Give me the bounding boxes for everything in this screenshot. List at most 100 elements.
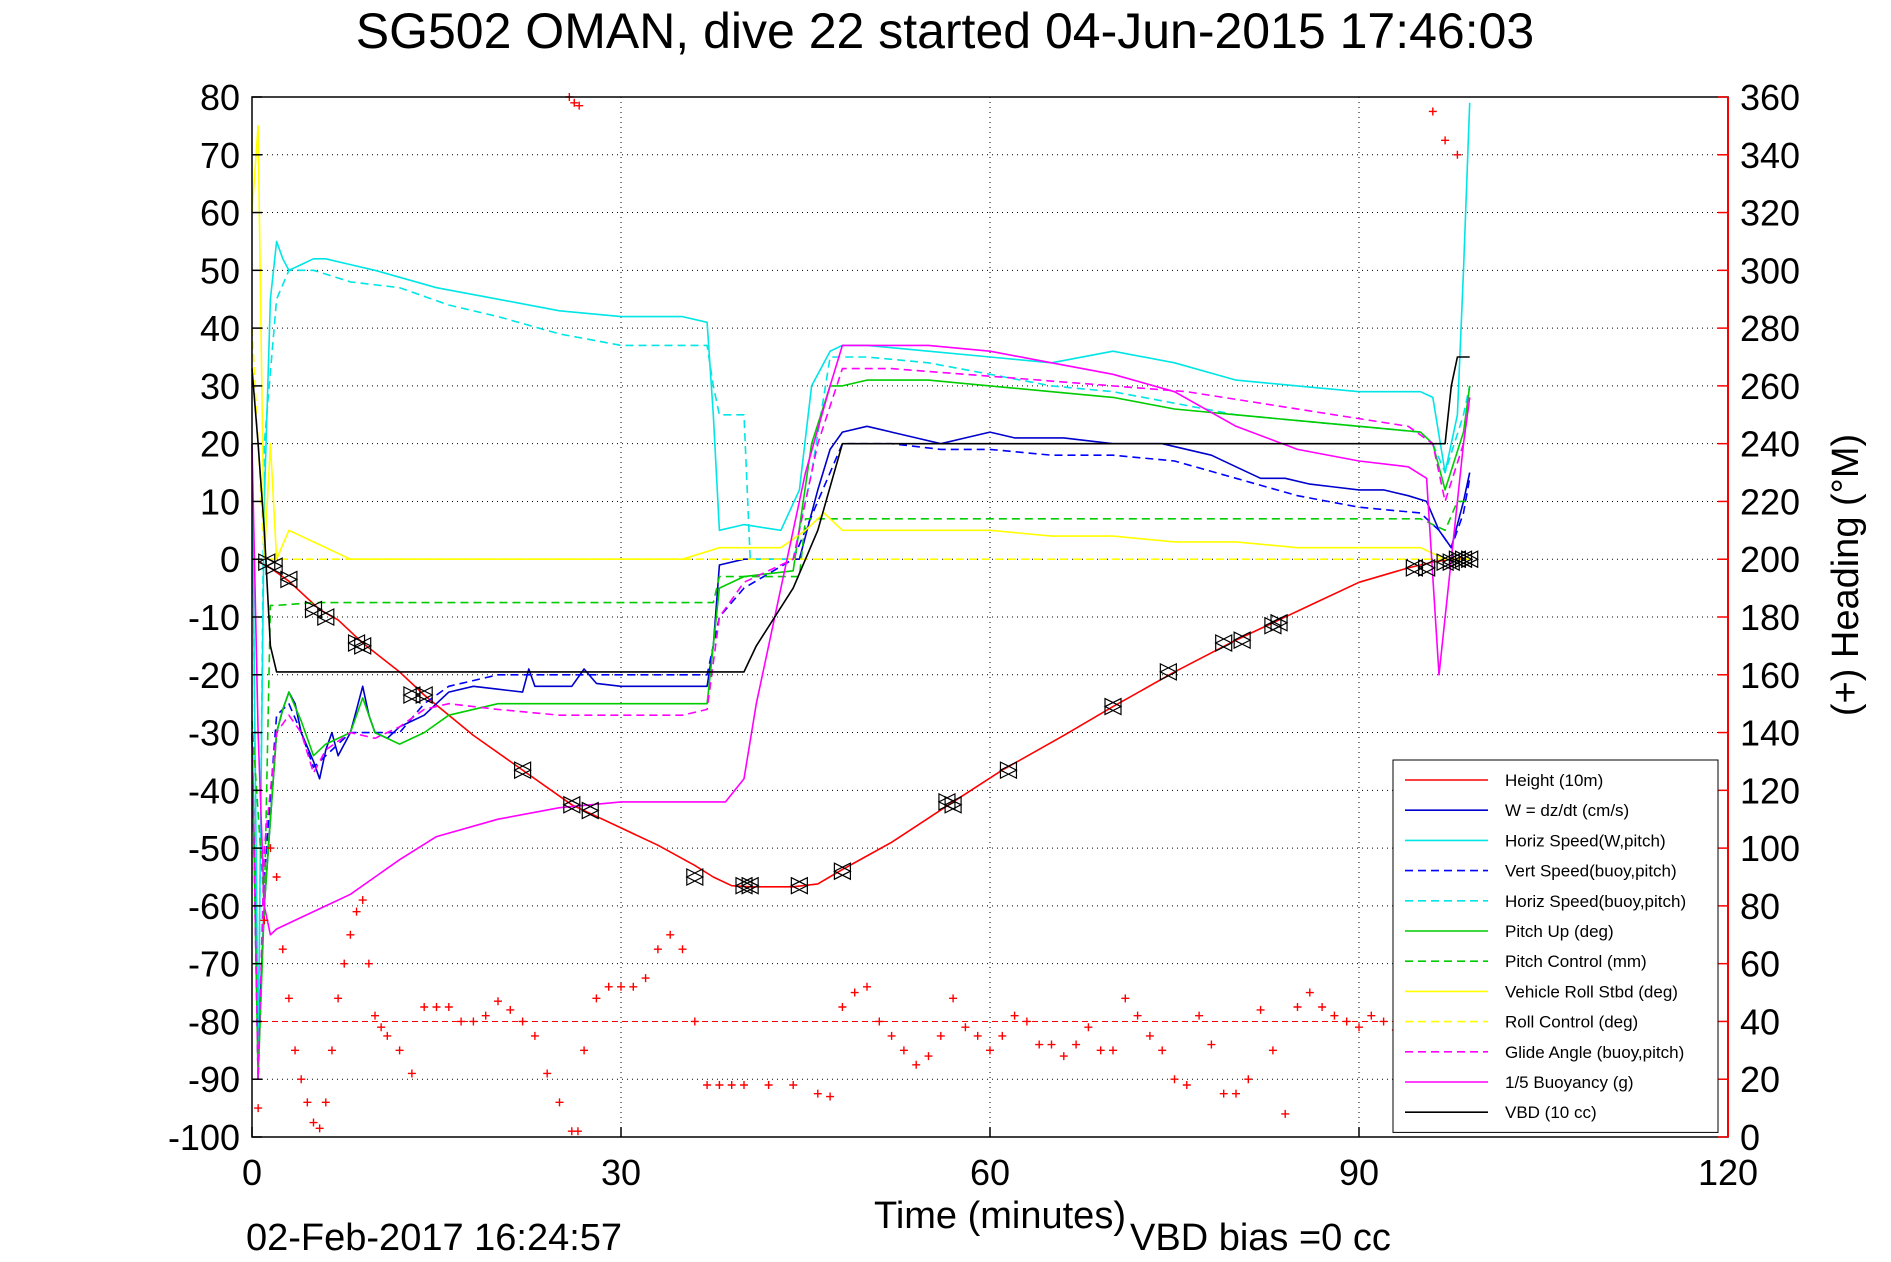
heading-point	[666, 930, 675, 939]
heading-point	[506, 1005, 515, 1014]
legend-label-6: Pitch Control (mm)	[1505, 952, 1647, 971]
waypoint-marker	[562, 795, 582, 814]
legend-label-10: 1/5 Buoyancy (g)	[1505, 1073, 1634, 1092]
series-line-0	[257, 557, 1464, 888]
right-tick-label: 20	[1740, 1059, 1780, 1100]
heading-point	[973, 1031, 982, 1040]
heading-point	[395, 1046, 404, 1055]
waypoint-marker	[304, 600, 323, 619]
waypoint-marker	[353, 636, 373, 655]
footer-timestamp: 02-Feb-2017 16:24:57	[246, 1217, 622, 1259]
right-tick-label: 0	[1740, 1117, 1760, 1158]
heading-point	[407, 1069, 416, 1078]
waypoint-marker	[1454, 550, 1473, 569]
waypoint-marker	[790, 876, 809, 895]
right-tick-label: 280	[1740, 308, 1800, 349]
heading-point	[1096, 1046, 1105, 1055]
waypoint-marker	[1435, 553, 1455, 572]
y-tick-label: -70	[188, 944, 240, 985]
heading-point	[570, 98, 579, 107]
series-line-7	[251, 125, 1470, 561]
heading-point	[1121, 994, 1130, 1003]
waypoint-marker	[734, 876, 754, 895]
y-tick-label: 80	[200, 77, 240, 118]
heading-point	[1035, 1040, 1044, 1049]
y-tick-label: -30	[188, 713, 240, 754]
heading-point	[838, 1003, 847, 1011]
heading-point	[1072, 1040, 1081, 1049]
marker-layer	[257, 550, 1480, 895]
heading-point	[346, 930, 355, 939]
heading-point	[592, 994, 601, 1003]
heading-point	[1133, 1011, 1142, 1020]
heading-point	[518, 1017, 527, 1026]
series-line-9	[251, 367, 1471, 1080]
waypoint-marker	[1214, 634, 1234, 652]
heading-point	[575, 101, 584, 110]
y-tick-label: 40	[200, 308, 240, 349]
legend-label-8: Roll Control (deg)	[1505, 1013, 1638, 1032]
heading-point	[297, 1075, 306, 1084]
x-axis-title: Time (minutes)	[874, 1195, 1126, 1237]
heading-point	[813, 1089, 822, 1098]
y-tick-label: -100	[168, 1117, 240, 1158]
series-line-3	[251, 442, 1471, 1080]
right-tick-label: 140	[1740, 713, 1800, 754]
heading-point	[1059, 1052, 1068, 1061]
heading-point	[1232, 1089, 1240, 1098]
heading-point	[653, 945, 662, 954]
heading-point	[826, 1092, 835, 1101]
heading-point	[327, 1046, 336, 1055]
heading-point	[291, 1046, 300, 1055]
y-tick-label: -80	[188, 1001, 240, 1042]
heading-point	[1084, 1023, 1093, 1032]
heading-point	[703, 1081, 712, 1089]
heading-point	[1318, 1003, 1327, 1011]
heading-point	[1342, 1017, 1351, 1026]
waypoint-marker	[1417, 558, 1436, 577]
y-tick-label: -20	[188, 655, 240, 696]
heading-point	[1293, 1003, 1302, 1011]
heading-point	[543, 1069, 552, 1078]
heading-point	[764, 1081, 773, 1089]
waypoint-marker	[1448, 550, 1467, 569]
heading-point	[1219, 1089, 1228, 1098]
y-tick-label: 0	[220, 539, 240, 580]
heading-point	[1010, 1011, 1019, 1020]
heading-point	[457, 1017, 466, 1026]
heading-point	[371, 1011, 379, 1020]
heading-point	[444, 1003, 453, 1011]
y-tick-label: -90	[188, 1059, 240, 1100]
series-line-10	[251, 344, 1471, 936]
heading-point	[998, 1031, 1007, 1040]
legend-label-2: Horiz Speed(W,pitch)	[1505, 831, 1666, 850]
series-line-6	[251, 500, 1470, 907]
right-axis-title: (+) Heading (°M)	[1825, 434, 1867, 716]
right-tick-label: 60	[1740, 944, 1780, 985]
waypoint-marker	[316, 608, 336, 626]
heading-point	[617, 982, 625, 991]
heading-point	[961, 1023, 970, 1032]
legend-box	[1392, 759, 1719, 1133]
heading-point	[580, 1046, 589, 1055]
heading-layer	[254, 93, 1462, 1136]
heading-point	[377, 1023, 386, 1032]
heading-point	[260, 916, 269, 925]
heading-point	[924, 1052, 933, 1061]
x-tick-label: 90	[1339, 1152, 1379, 1193]
heading-point	[1305, 988, 1314, 997]
heading-point	[715, 1081, 724, 1089]
heading-point	[1268, 1046, 1277, 1055]
series-line-4	[251, 269, 1471, 1080]
heading-point	[1109, 1046, 1117, 1055]
heading-point	[284, 994, 293, 1003]
heading-point	[315, 1124, 324, 1133]
right-tick-label: 240	[1740, 424, 1800, 465]
vbd-bias-label: VBD bias =0 cc	[1130, 1217, 1391, 1259]
heading-point	[432, 1003, 441, 1011]
heading-point	[1022, 1017, 1031, 1026]
series-line-2	[251, 102, 1471, 1052]
right-tick-label: 40	[1740, 1001, 1780, 1042]
heading-point	[727, 1081, 736, 1089]
x-tick-label: 30	[601, 1152, 641, 1193]
